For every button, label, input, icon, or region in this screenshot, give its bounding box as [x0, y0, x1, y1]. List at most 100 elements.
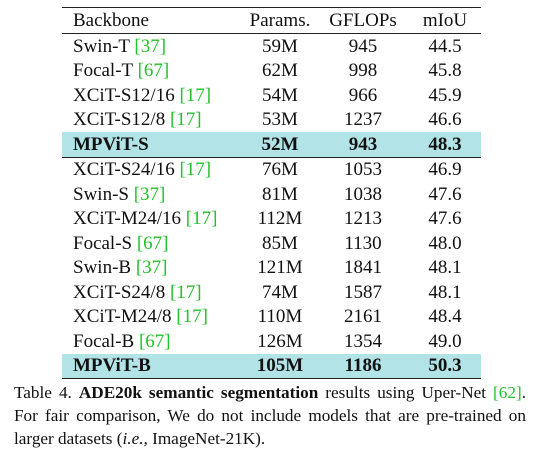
caption-text-3: ImageNet-21K).: [147, 429, 266, 448]
table-row: Focal-S [67] 85M 1130 48.0: [62, 231, 481, 256]
params-cell: 85M: [262, 232, 298, 254]
reference-link[interactable]: [17]: [176, 306, 208, 328]
table-group-base: XCiT-S24/16 [17] 76M 1053 46.9 Swin-S [37] 81…: [62, 158, 481, 378]
miou-cell: 48.0: [428, 232, 462, 254]
backbone-cell: XCiT-S24/16 [17]: [62, 160, 243, 179]
table-row: XCiT-M24/16 [17] 112M 1213 47.6: [62, 207, 481, 232]
backbone-cell: Focal-S [67]: [62, 234, 243, 253]
gflops-cell: 1130: [344, 232, 382, 254]
backbone-name: Focal-B: [73, 330, 139, 352]
miou-cell: 48.1: [428, 281, 462, 303]
params-cell: 53M: [262, 109, 298, 131]
top-rule: [62, 7, 481, 8]
backbone-name: Focal-S: [73, 232, 137, 254]
params-cell: 62M: [262, 60, 298, 82]
params-cell: 59M: [262, 35, 298, 57]
table-caption: Table 4. ADE20k semantic segmentation re…: [14, 381, 526, 450]
backbone-name: XCiT-M24/8: [73, 306, 177, 328]
reference-link[interactable]: [17]: [179, 84, 212, 106]
gflops-cell: 1038: [344, 183, 382, 205]
miou-cell: 50.3: [428, 355, 462, 377]
reference-link[interactable]: [17]: [179, 159, 212, 181]
table-row-highlight: MPViT-S 52M 943 48.3: [62, 132, 481, 157]
results-table: Backbone Params. GFLOPs mIoU Swin-T [37]…: [62, 7, 481, 379]
backbone-name: Swin-S: [73, 183, 134, 205]
header-backbone: Backbone: [73, 10, 149, 31]
reference-link[interactable]: [67]: [138, 330, 171, 352]
group-rule: [62, 156, 481, 158]
params-cell: 121M: [257, 257, 303, 279]
caption-text-1: results using Uper-Net: [318, 383, 494, 402]
header-rule: [62, 33, 481, 34]
reference-link[interactable]: [67]: [136, 232, 169, 254]
backbone-name: Focal-T: [73, 60, 138, 82]
backbone-cell: Swin-T [37]: [62, 37, 243, 56]
params-cell: 112M: [257, 208, 303, 230]
caption-bold: ADE20k semantic segmentation: [78, 383, 319, 402]
backbone-name: MPViT-B: [73, 355, 151, 377]
table-row-highlight: MPViT-B 105M 1186 50.3: [62, 353, 481, 378]
gflops-cell: 998: [348, 60, 378, 82]
params-cell: 54M: [262, 84, 298, 106]
gflops-cell: 966: [348, 84, 378, 106]
gflops-cell: 943: [348, 133, 378, 155]
miou-cell: 48.1: [428, 257, 462, 279]
gflops-cell: 1237: [344, 109, 382, 131]
reference-link[interactable]: [37]: [133, 183, 166, 205]
backbone-name: Swin-T: [73, 35, 135, 57]
caption-text-2: . For fair comparison, We do not include…: [14, 383, 526, 448]
backbone-name: XCiT-S24/8: [73, 281, 170, 303]
backbone-cell: XCiT-M24/8 [17]: [62, 307, 243, 326]
table-row: XCiT-M24/8 [17] 110M 2161 48.4: [62, 305, 481, 330]
gflops-cell: 1841: [344, 257, 382, 279]
reference-link[interactable]: [17]: [185, 208, 218, 230]
reference-link[interactable]: [67]: [137, 60, 170, 82]
params-cell: 110M: [257, 306, 303, 328]
table-row: XCiT-S12/16 [17] 54M 966 45.9: [62, 83, 481, 108]
params-cell: 126M: [257, 330, 303, 352]
backbone-name: XCiT-S12/8: [73, 109, 170, 131]
params-cell: 81M: [262, 183, 298, 205]
backbone-cell: Focal-B [67]: [62, 332, 243, 351]
reference-link[interactable]: [17]: [169, 109, 202, 131]
backbone-cell: XCiT-S12/16 [17]: [62, 86, 243, 105]
table-row: Swin-B [37] 121M 1841 48.1: [62, 256, 481, 281]
backbone-cell: Swin-B [37]: [62, 258, 243, 277]
miou-cell: 46.6: [428, 109, 462, 131]
table-row: Swin-T [37] 59M 945 44.5: [62, 34, 481, 59]
gflops-cell: 1354: [344, 330, 382, 352]
miou-cell: 46.9: [428, 159, 462, 181]
miou-cell: 48.4: [428, 306, 462, 328]
miou-cell: 49.0: [428, 330, 462, 352]
caption-citation[interactable]: [62]: [493, 383, 522, 402]
backbone-cell: Focal-T [67]: [62, 61, 243, 80]
reference-link[interactable]: [37]: [135, 257, 168, 279]
backbone-cell: XCiT-M24/16 [17]: [62, 209, 243, 228]
backbone-name: XCiT-S24/16: [73, 159, 180, 181]
header-gflops: GFLOPs: [329, 10, 397, 31]
reference-link[interactable]: [37]: [134, 35, 167, 57]
gflops-cell: 1587: [344, 281, 382, 303]
miou-cell: 47.6: [428, 183, 462, 205]
table-row: Swin-S [37] 81M 1038 47.6: [62, 182, 481, 207]
table-group-small: Swin-T [37] 59M 945 44.5 Focal-T [67] 62M 998 4…: [62, 34, 481, 157]
miou-cell: 45.8: [428, 60, 462, 82]
bottom-rule: [62, 378, 481, 379]
params-cell: 105M: [256, 355, 304, 377]
caption-italic: i.e.,: [122, 429, 148, 448]
gflops-cell: 1213: [344, 208, 382, 230]
gflops-cell: 945: [348, 35, 378, 57]
params-cell: 52M: [261, 133, 299, 155]
backbone-cell: MPViT-S: [62, 135, 243, 154]
caption-label: Table 4.: [14, 383, 72, 402]
params-cell: 74M: [262, 281, 298, 303]
table-row: Focal-B [67] 126M 1354 49.0: [62, 329, 481, 354]
backbone-name: Swin-B: [73, 257, 136, 279]
miou-cell: 47.6: [428, 208, 462, 230]
backbone-cell: XCiT-S12/8 [17]: [62, 110, 243, 129]
backbone-name: MPViT-S: [73, 133, 149, 155]
header-miou: mIoU: [422, 10, 468, 31]
reference-link[interactable]: [17]: [169, 281, 202, 303]
gflops-cell: 1053: [344, 159, 382, 181]
gflops-cell: 2161: [344, 306, 382, 328]
